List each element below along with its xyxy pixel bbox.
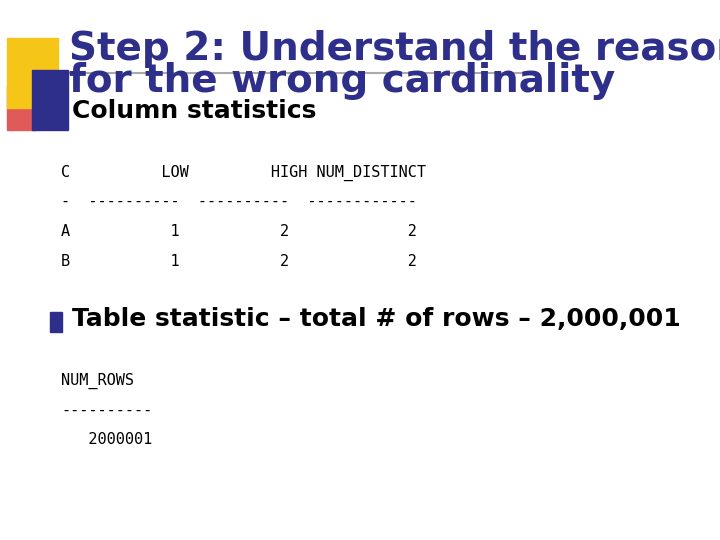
Text: Step 2: Understand the reason: Step 2: Understand the reason — [69, 30, 720, 68]
Text: Column statistics: Column statistics — [71, 99, 316, 123]
Text: C          LOW         HIGH NUM_DISTINCT: C LOW HIGH NUM_DISTINCT — [61, 165, 426, 181]
Text: Table statistic – total # of rows – 2,000,001: Table statistic – total # of rows – 2,00… — [71, 307, 680, 330]
Text: NUM_ROWS: NUM_ROWS — [61, 373, 134, 389]
Text: for the wrong cardinality: for the wrong cardinality — [69, 62, 615, 100]
Text: ----------: ---------- — [61, 402, 152, 417]
FancyBboxPatch shape — [50, 104, 62, 125]
Text: -  ----------  ----------  ------------: - ---------- ---------- ------------ — [61, 194, 417, 210]
FancyBboxPatch shape — [50, 312, 62, 332]
Text: B           1           2             2: B 1 2 2 — [61, 254, 417, 269]
Text: A           1           2             2: A 1 2 2 — [61, 224, 417, 239]
Text: 2000001: 2000001 — [61, 432, 152, 447]
